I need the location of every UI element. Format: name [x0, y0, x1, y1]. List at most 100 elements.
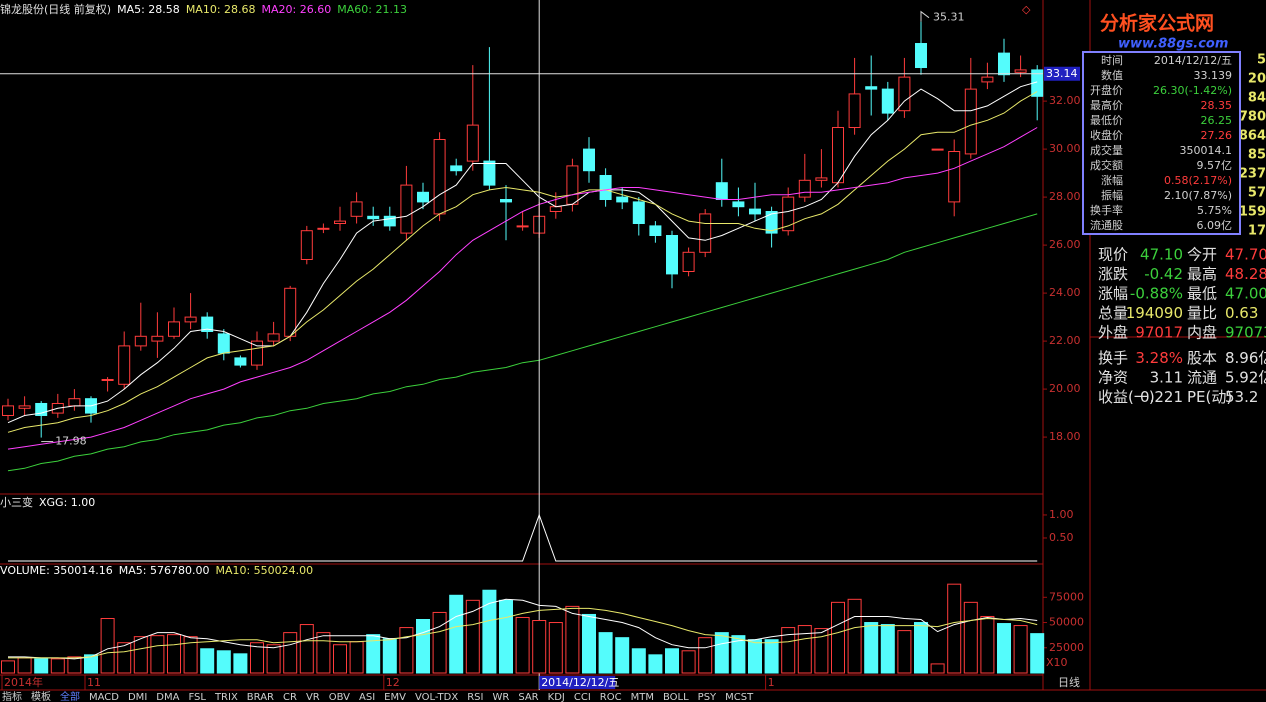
info-value: 2.10(7.87%) — [1164, 189, 1232, 202]
candle-body — [251, 340, 263, 366]
tab[interactable]: RSI — [467, 692, 483, 702]
info-value: 26.25 — [1201, 114, 1233, 127]
candle-body — [35, 402, 48, 416]
volume-bar — [582, 613, 596, 674]
candle-body — [682, 251, 695, 272]
tab[interactable]: BRAR — [247, 692, 274, 702]
candle-body — [898, 76, 911, 112]
tab[interactable]: MACD — [89, 692, 119, 702]
tab[interactable]: ROC — [600, 692, 622, 702]
info-value: 9.57亿 — [1197, 159, 1233, 172]
tab[interactable]: VOL-TDX — [415, 692, 458, 702]
info-label: 时间 — [1101, 54, 1123, 67]
legend-entry: MA5: 576780.00 — [119, 564, 210, 577]
volume-bar — [399, 627, 414, 674]
ma-line — [7, 81, 1038, 424]
y-tick-label: 75000 — [1049, 590, 1084, 603]
tab[interactable]: ASI — [359, 692, 375, 702]
candle-body — [848, 93, 861, 129]
tab[interactable]: WR — [492, 692, 509, 702]
candle-body — [383, 215, 396, 227]
candle-body — [483, 160, 496, 186]
quote-value: 0.221 — [1140, 388, 1183, 406]
candle-body — [583, 148, 595, 172]
tab[interactable]: 全部 — [60, 690, 80, 702]
candle-body — [400, 184, 413, 234]
volume-bar — [366, 634, 381, 674]
tab[interactable]: FSL — [188, 692, 206, 702]
candle-body — [450, 165, 463, 172]
volume-bar — [465, 599, 480, 674]
tab[interactable]: 指标 — [2, 690, 22, 702]
candle-body — [284, 287, 297, 337]
x-tick-label: 11 — [87, 676, 101, 689]
max-label: 35.31 — [933, 11, 965, 24]
volume-bar — [947, 583, 962, 674]
crosshair-label-bg — [1044, 66, 1080, 81]
tab[interactable]: MTM — [631, 692, 654, 702]
volume-bar — [665, 648, 679, 674]
info-value: 350014.1 — [1180, 144, 1233, 157]
tab[interactable]: CR — [283, 692, 297, 702]
volume-bar — [449, 594, 464, 674]
legend-entry: MA20: 26.60 — [262, 3, 332, 16]
tab[interactable]: VR — [306, 692, 320, 702]
volume-bar — [864, 622, 879, 674]
info-value: 6.09亿 — [1197, 219, 1233, 232]
tab[interactable]: TRIX — [214, 692, 238, 702]
info-value: 26.30(-1.42%) — [1153, 84, 1232, 97]
volume-bar — [698, 637, 713, 674]
info-value: 28.35 — [1201, 99, 1233, 112]
icon[interactable]: ◇ — [1022, 3, 1031, 16]
panel-title: 小三变 — [0, 495, 33, 509]
y-tick-label: 32.00 — [1049, 94, 1081, 107]
info-label: 数值 — [1101, 69, 1123, 82]
indicator-line — [8, 513, 1038, 562]
y-tick-label: 24.00 — [1049, 286, 1081, 299]
tab[interactable]: MCST — [725, 692, 754, 702]
quote-label: 最低 — [1187, 285, 1217, 303]
volume-bar — [831, 601, 845, 674]
volume-bar — [914, 622, 928, 674]
volume-bar — [963, 601, 978, 674]
quote-label: 今开 — [1187, 246, 1217, 264]
candle-body — [168, 321, 180, 337]
volume-bar — [748, 639, 762, 674]
y-tick-label: 26.00 — [1049, 238, 1081, 251]
tab[interactable]: DMI — [128, 692, 147, 702]
x-tick-label: 1 — [768, 676, 775, 689]
candle-body — [964, 88, 977, 155]
tab[interactable]: EMV — [384, 692, 406, 702]
quote-value: 5.92亿 — [1225, 369, 1266, 387]
tab[interactable]: BOLL — [663, 692, 689, 702]
volume-bar — [814, 628, 829, 674]
volume-bar — [34, 658, 49, 674]
tab[interactable]: CCI — [574, 692, 591, 702]
volume-bar — [797, 625, 812, 674]
candle-body — [998, 52, 1010, 76]
volume-bar — [980, 615, 995, 674]
info-label: 振幅 — [1101, 188, 1123, 202]
volume-bar — [515, 616, 530, 674]
quote-label: 收益(一) — [1098, 388, 1155, 406]
candle-body — [981, 76, 994, 83]
info-value: 5.75% — [1197, 204, 1232, 217]
volume-bar — [997, 623, 1011, 674]
tab[interactable]: KDJ — [548, 692, 565, 702]
volume-bar — [432, 611, 447, 674]
period-label: 日线 — [1058, 675, 1080, 689]
quote-label: 总量 — [1098, 304, 1128, 322]
quote-value: 194090 — [1126, 304, 1183, 322]
y-tick-label: 50000 — [1049, 616, 1084, 629]
tab[interactable]: PSY — [698, 692, 717, 702]
volume-bar — [1030, 633, 1045, 674]
tab[interactable]: DMA — [156, 692, 179, 702]
max-marker — [920, 10, 930, 22]
volume-bar — [781, 627, 796, 674]
volume-bar — [499, 599, 513, 674]
tab[interactable]: 模板 — [31, 690, 51, 702]
volume-bar — [250, 642, 264, 674]
tab[interactable]: OBV — [329, 692, 350, 702]
tab[interactable]: SAR — [518, 692, 538, 702]
volume-bar — [150, 635, 165, 674]
